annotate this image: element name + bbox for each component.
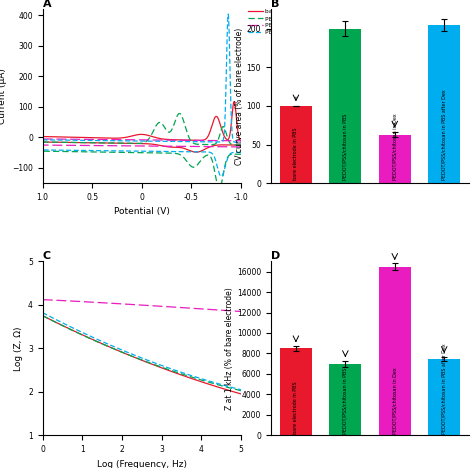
Bar — [428, 25, 460, 183]
Text: PEDOT/PSS/chitosan in Dex: PEDOT/PSS/chitosan in Dex — [392, 113, 397, 180]
Y-axis label: Log (Z, Ω): Log (Z, Ω) — [13, 326, 22, 371]
Y-axis label: Current (μA): Current (μA) — [0, 68, 7, 124]
Y-axis label: Z at 1 kHz (% of bare electrode): Z at 1 kHz (% of bare electrode) — [225, 287, 234, 410]
Legend: bare electrode in PBS, PEDOT/PSS/chitosan electrode in PBS, PEDOT/PSS/chitosan e: bare electrode in PBS, PEDOT/PSS/chitosa… — [248, 9, 420, 35]
Text: PEDOT/PSS/chitosan in PBS after Dex: PEDOT/PSS/chitosan in PBS after Dex — [442, 89, 447, 180]
Y-axis label: CV curve area (% of bare electrode): CV curve area (% of bare electrode) — [235, 28, 244, 165]
Bar — [280, 348, 312, 435]
Text: PEDOT/PSS/chitosan in PBS after Dex: PEDOT/PSS/chitosan in PBS after Dex — [442, 344, 447, 434]
Bar — [379, 266, 411, 435]
Text: B: B — [271, 0, 279, 9]
Text: bare electrode in PBS: bare electrode in PBS — [293, 382, 299, 434]
X-axis label: Potential (V): Potential (V) — [114, 207, 170, 217]
Bar — [329, 29, 361, 183]
Text: PEDOT/PSS/chitosan in PBS: PEDOT/PSS/chitosan in PBS — [343, 114, 348, 180]
Text: A: A — [43, 0, 51, 9]
Text: D: D — [271, 251, 280, 262]
Text: PEDOT/PSS/chitosan in PBS: PEDOT/PSS/chitosan in PBS — [343, 368, 348, 434]
Bar — [280, 106, 312, 183]
X-axis label: Log (Frequency, Hz): Log (Frequency, Hz) — [97, 460, 187, 468]
Bar — [379, 134, 411, 183]
Text: C: C — [43, 251, 51, 262]
Bar — [329, 364, 361, 435]
Text: bare electrode in PBS: bare electrode in PBS — [293, 128, 299, 180]
Bar — [428, 358, 460, 435]
Text: PEDOT/PSS/chitosan in Dex: PEDOT/PSS/chitosan in Dex — [392, 367, 397, 434]
